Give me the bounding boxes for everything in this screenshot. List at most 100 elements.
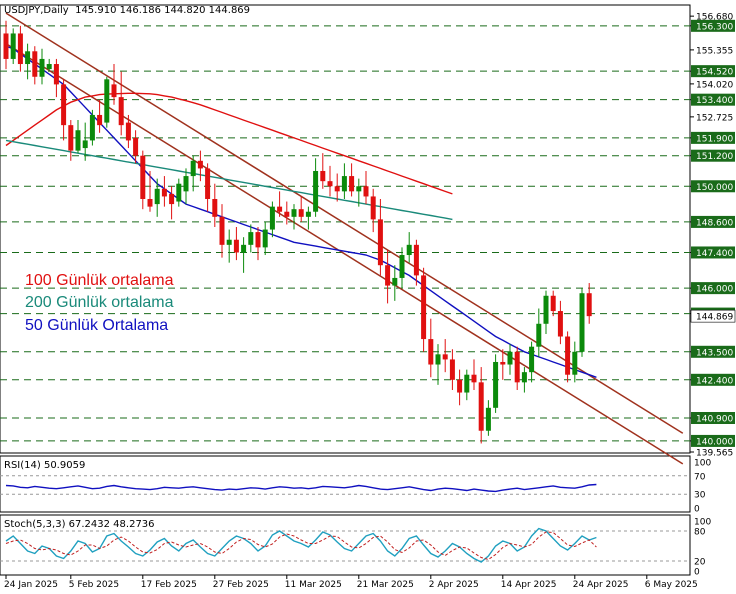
candle-body	[298, 209, 304, 217]
candle-body	[284, 211, 290, 217]
candle-body	[147, 198, 153, 207]
candle	[291, 204, 297, 230]
candle-body	[104, 79, 110, 123]
price-tick-label: 156.680	[696, 13, 733, 23]
candle-body	[25, 51, 31, 65]
candle	[140, 150, 146, 210]
candle	[133, 130, 139, 164]
stoch-panel-frame	[0, 514, 691, 576]
candle-body	[471, 374, 477, 383]
price-level-tag	[691, 131, 735, 144]
candle-body	[485, 407, 491, 431]
stoch-label: Stoch(5,3,3) 67.2432 48.2736	[4, 519, 155, 530]
candle	[478, 367, 484, 444]
candle-body	[233, 239, 239, 253]
price-level-tag	[691, 93, 735, 106]
candle	[413, 239, 419, 286]
candle	[197, 150, 203, 182]
candle	[75, 120, 81, 154]
candle	[392, 265, 398, 301]
candle-body	[205, 168, 211, 199]
candle	[241, 237, 247, 273]
candle	[212, 183, 218, 228]
candle-body	[39, 58, 45, 77]
price-tick-label: 153.400	[696, 96, 733, 106]
ma50-line	[5, 45, 597, 378]
support-resistance-lines	[0, 25, 690, 442]
stoch-tick-label: 80	[694, 528, 706, 538]
candle-body	[226, 239, 232, 245]
price-level-tag	[691, 434, 735, 447]
candle-body	[241, 244, 247, 253]
candle	[363, 170, 369, 205]
candle-body	[493, 361, 499, 408]
candle	[298, 196, 304, 222]
candle-body	[313, 170, 319, 212]
price-tick-label: 148.600	[696, 218, 733, 228]
candle-body	[406, 244, 412, 256]
candle	[97, 99, 103, 133]
candle-body	[118, 97, 124, 126]
candle-body	[464, 374, 470, 393]
candle	[39, 48, 45, 85]
price-level-tag	[691, 180, 735, 193]
price-tick-label: 143.500	[696, 348, 733, 358]
candle	[327, 165, 333, 197]
candle	[385, 249, 391, 304]
candle	[61, 79, 67, 141]
rsi-line	[5, 483, 597, 493]
candle	[118, 71, 124, 136]
candle-body	[133, 137, 139, 156]
candle-body	[565, 336, 571, 375]
candle-body	[327, 181, 333, 187]
candle	[68, 120, 74, 161]
candle-body	[154, 188, 160, 205]
moving-averages	[5, 45, 597, 378]
current-price-label: 144.869	[696, 313, 733, 323]
price-tick-label: 151.200	[696, 152, 733, 162]
price-tick-label: 154.520	[696, 68, 733, 78]
price-level-tag	[691, 412, 735, 425]
candle-body	[521, 372, 527, 383]
candle	[457, 369, 463, 406]
candle-body	[248, 232, 254, 245]
candle	[219, 204, 225, 258]
candle	[514, 346, 520, 390]
candle	[557, 300, 563, 345]
time-tick-label: 24 Apr 2025	[573, 580, 629, 590]
candle-body	[320, 170, 326, 182]
candle	[370, 188, 376, 233]
candle	[485, 400, 491, 436]
candle	[255, 227, 261, 261]
rsi-label: RSI(14) 50.9059	[4, 460, 86, 471]
candle-body	[89, 114, 95, 141]
stoch-main-line	[5, 527, 597, 563]
candle	[341, 163, 347, 199]
candle	[53, 58, 59, 98]
candle	[313, 158, 319, 217]
stoch-signal-line	[5, 531, 597, 561]
candle-body	[550, 295, 556, 312]
candle-body	[140, 155, 146, 199]
candle-body	[61, 84, 67, 126]
candle	[262, 221, 268, 256]
candles	[3, 20, 592, 444]
time-tick-label: 6 May 2025	[645, 580, 698, 590]
candle-body	[111, 84, 117, 98]
candle-body	[413, 244, 419, 276]
candle	[3, 20, 9, 70]
time-tick-label: 17 Feb 2025	[141, 580, 197, 590]
stoch-tick-label: 20	[694, 558, 706, 568]
price-level-tag	[691, 373, 735, 386]
ma100-line	[5, 92, 453, 195]
candle	[125, 114, 131, 149]
legend-ma100: 100 Günlük ortalama	[25, 272, 174, 289]
candle-body	[370, 196, 376, 220]
rsi-tick-label: 100	[694, 459, 711, 469]
candle	[349, 163, 355, 197]
candle	[406, 232, 412, 263]
price-tick-label: 142.400	[696, 376, 733, 386]
time-tick-label: 11 Mar 2025	[285, 580, 342, 590]
candle	[507, 344, 513, 375]
time-tick-label: 14 Apr 2025	[501, 580, 557, 590]
